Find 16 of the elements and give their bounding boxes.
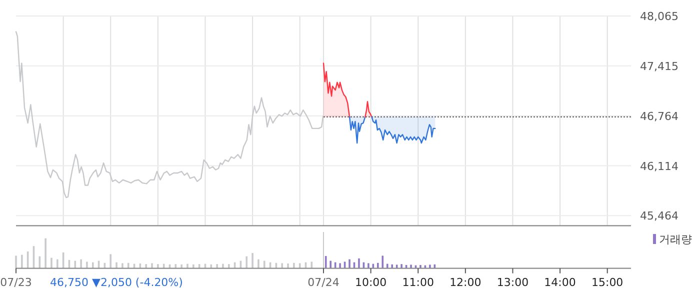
y-tick-label: 45,464 bbox=[640, 210, 678, 223]
x-tick-label: 11:00 bbox=[402, 276, 434, 289]
line-series bbox=[15, 31, 324, 198]
x-tick-label: 15:00 bbox=[591, 276, 624, 289]
legend-label: 거래량 bbox=[659, 233, 692, 246]
x-tick-label: 14:00 bbox=[544, 276, 576, 289]
x-tick-label: 13:00 bbox=[496, 276, 529, 289]
y-tick-label: 48,065 bbox=[640, 10, 678, 23]
text: 46,750 ▼2,050 (-4.20%) bbox=[50, 276, 183, 289]
y-tick-label: 46,114 bbox=[640, 160, 678, 173]
y-tick-label: 46,764 bbox=[640, 110, 678, 123]
x-tick-label: 07/24 bbox=[308, 276, 340, 289]
y-tick-label: 47,415 bbox=[640, 60, 678, 73]
x-tick-label: 07/23 bbox=[0, 276, 32, 289]
x-tick-label: 12:00 bbox=[450, 276, 482, 289]
x-tick-label: 10:00 bbox=[354, 276, 387, 289]
